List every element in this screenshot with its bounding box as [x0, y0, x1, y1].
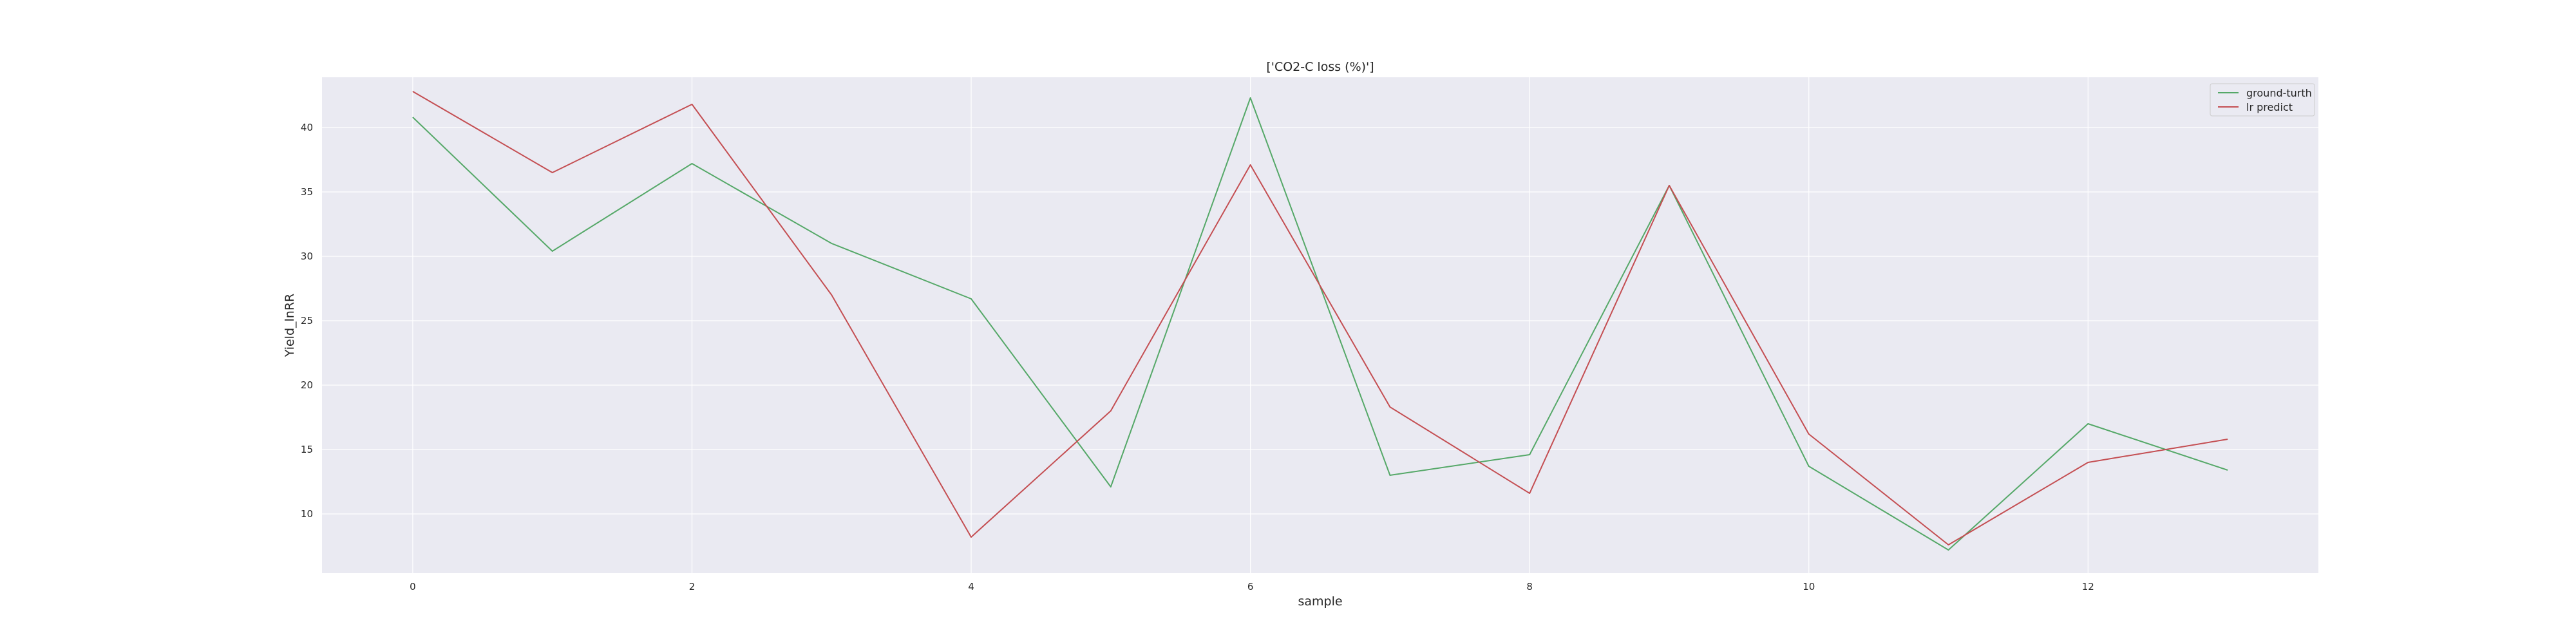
y-tick-label: 30	[301, 251, 313, 262]
x-tick-label: 4	[968, 581, 974, 592]
x-tick-label: 2	[689, 581, 696, 592]
x-axis-label: sample	[1298, 594, 1342, 609]
x-tick-label: 0	[410, 581, 416, 592]
y-tick-label: 25	[301, 315, 313, 327]
y-tick-label: 15	[301, 444, 313, 455]
x-tick-label: 10	[1803, 581, 1815, 592]
plot-background	[322, 77, 2318, 573]
x-tick-label: 6	[1247, 581, 1254, 592]
legend-label-lr-predict: lr predict	[2246, 101, 2293, 113]
legend: ground-turth lr predict	[2210, 83, 2315, 117]
y-tick-labels: 10 15 20 25 30 35 40	[301, 122, 313, 520]
y-tick-label: 10	[301, 508, 313, 520]
grid	[322, 77, 2318, 573]
legend-label-ground-turth: ground-turth	[2246, 87, 2312, 99]
series-line-lr-predict	[412, 91, 2228, 545]
y-tick-label: 20	[301, 379, 313, 391]
y-axis-label: Yield_lnRR	[283, 294, 297, 357]
x-tick-label: 8	[1526, 581, 1533, 592]
x-tick-labels: 0 2 4 6 8 10 12	[410, 581, 2094, 592]
x-tick-label: 12	[2082, 581, 2094, 592]
series-group	[412, 91, 2228, 551]
y-tick-label: 40	[301, 122, 313, 133]
y-tick-label: 35	[301, 186, 313, 198]
chart-title: ['CO2-C loss (%)']	[1266, 60, 1374, 74]
legend-box	[2210, 83, 2315, 117]
